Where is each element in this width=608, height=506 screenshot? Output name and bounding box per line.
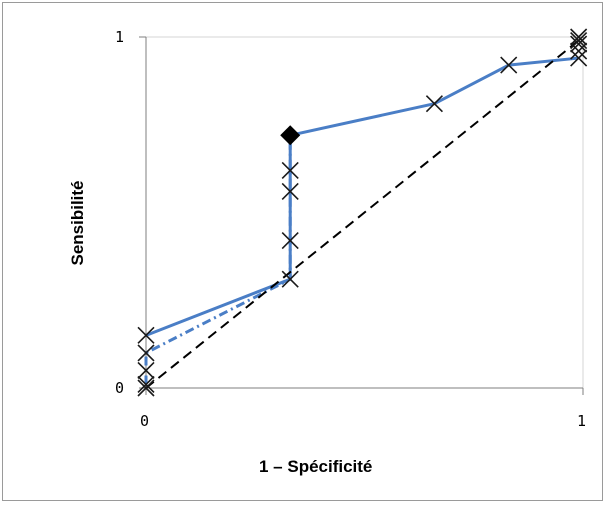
x-marker-point — [570, 31, 588, 50]
x-marker-point — [281, 161, 299, 179]
y-tick-label-0: 0 — [115, 379, 124, 397]
x-marker-point — [137, 361, 155, 380]
x-marker-point — [137, 379, 155, 397]
x-tick-label-0: 0 — [140, 412, 149, 430]
roc-dashdot-line — [144, 142, 292, 385]
chart-frame — [2, 2, 603, 501]
y-axis-title: Sensibilité — [68, 180, 87, 266]
x-marker-point — [570, 49, 588, 67]
diagonal-reference-line — [145, 36, 584, 389]
x-marker-point — [137, 375, 155, 394]
series-layer — [144, 36, 584, 389]
roc-curve-line — [145, 56, 579, 337]
x-marker-point — [281, 182, 299, 201]
marker-layer — [137, 28, 588, 397]
x-marker-point — [137, 344, 155, 362]
x-marker-point — [570, 28, 588, 46]
x-marker-point — [500, 56, 518, 74]
x-tick-label-1: 1 — [577, 412, 586, 430]
x-axis-title: 1 – Spécificité — [259, 457, 373, 476]
x-marker-point — [281, 232, 299, 250]
diamond-marker-point — [280, 125, 301, 146]
x-marker-point — [137, 326, 155, 344]
x-marker-point — [425, 95, 443, 113]
y-tick-label-1: 1 — [115, 28, 124, 46]
x-marker-point — [570, 35, 588, 53]
x-marker-point — [281, 270, 299, 288]
